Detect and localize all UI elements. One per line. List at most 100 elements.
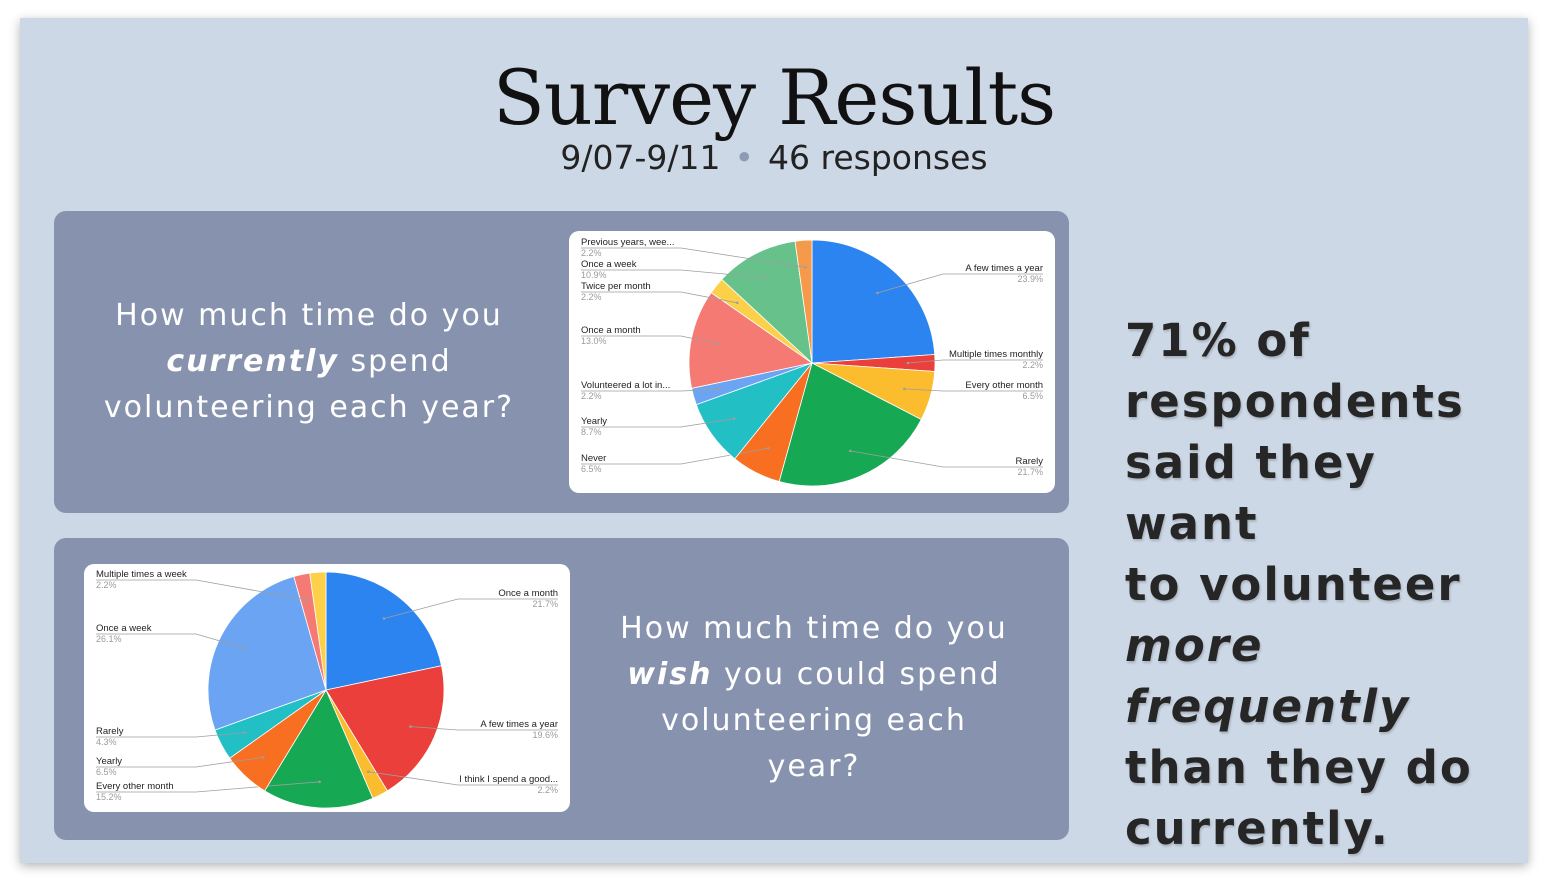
leader-dot xyxy=(718,387,721,391)
pie-slice xyxy=(264,689,374,809)
slice-label: Once a month xyxy=(498,588,558,599)
leader-line xyxy=(96,633,245,649)
pie-slice xyxy=(721,240,813,365)
question-current-line3: volunteering each year? xyxy=(103,390,515,425)
leader-line xyxy=(850,450,1043,468)
pie-slice xyxy=(794,239,813,364)
slice-label: Yearly xyxy=(96,756,122,767)
response-count: 46 responses xyxy=(768,138,988,177)
leader-dot xyxy=(906,361,910,365)
slice-percent: 23.9% xyxy=(1017,274,1043,284)
leader-dot xyxy=(261,756,265,759)
leader-line xyxy=(581,388,720,392)
bullet-separator: • xyxy=(734,138,755,177)
leader-dot xyxy=(732,417,736,420)
slice-percent: 2.2% xyxy=(537,785,558,795)
leader-dot xyxy=(903,387,906,391)
takeaway-line3: said they want xyxy=(1125,436,1377,550)
slice-label: Rarely xyxy=(96,726,124,737)
takeaway-line1: 71% of xyxy=(1125,314,1311,367)
question-wish: How much time do you wish you could spen… xyxy=(579,606,1049,790)
current-pie-chart-card: A few times a year 23.9% Multiple times mo… xyxy=(569,231,1055,493)
slice-label: Previous years, wee... xyxy=(581,237,674,248)
pie-slice xyxy=(811,239,936,364)
leader-dot xyxy=(766,447,770,450)
slice-percent: 6.5% xyxy=(96,767,117,777)
leader-line xyxy=(581,247,806,268)
question-current-emphasis: currently xyxy=(166,344,339,379)
question-wish-emphasis: wish xyxy=(627,657,713,692)
leader-dot xyxy=(876,291,879,295)
leader-dot xyxy=(318,780,321,784)
leader-line xyxy=(581,291,738,304)
slice-label: A few times a year xyxy=(965,263,1043,274)
slice-label: Once a month xyxy=(581,325,641,336)
slice-percent: 15.2% xyxy=(96,792,122,802)
slice-percent: 19.6% xyxy=(532,730,558,740)
slice-percent: 6.5% xyxy=(581,464,602,474)
leader-line xyxy=(581,418,734,428)
pie-slice xyxy=(325,571,442,691)
leader-line xyxy=(410,726,558,731)
wish-pie-chart-card: Once a month 21.7% A few times a year 19.6%… xyxy=(84,564,570,812)
date-range: 9/07-9/11 xyxy=(560,138,721,177)
slide-title: Survey Results xyxy=(492,53,1056,142)
leader-dot xyxy=(242,646,246,650)
slice-label: I think I spend a good... xyxy=(459,774,558,785)
pie-slice xyxy=(309,571,327,691)
slice-percent: 21.7% xyxy=(532,599,558,609)
leader-dot xyxy=(382,617,386,620)
leader-dot xyxy=(243,731,246,734)
question-wish-line1: How much time do you xyxy=(620,611,1008,646)
takeaway-line7: currently. xyxy=(1125,802,1390,855)
question-current-line2: currently spend xyxy=(74,339,544,385)
takeaway-emphasis: more frequently xyxy=(1125,619,1411,733)
slice-label: Never xyxy=(581,453,606,464)
slice-label: Twice per month xyxy=(581,281,651,292)
takeaway-line4: to volunteer xyxy=(1125,558,1462,611)
slice-percent: 13.0% xyxy=(581,336,607,346)
pie-slice xyxy=(325,665,445,792)
leader-line xyxy=(877,273,1043,294)
question-current-line2-rest: spend xyxy=(338,344,452,379)
slice-label: A few times a year xyxy=(480,719,558,730)
slice-label: Every other month xyxy=(96,781,174,792)
slice-percent: 2.2% xyxy=(96,580,117,590)
slice-label: Multiple times a week xyxy=(96,569,187,580)
leader-line xyxy=(96,579,308,601)
slice-percent: 21.7% xyxy=(1017,467,1043,477)
leader-line xyxy=(581,269,768,279)
pie-slice xyxy=(778,362,922,487)
slice-percent: 8.7% xyxy=(581,427,602,437)
slide-subtitle: 9/07-9/11 • 46 responses xyxy=(20,138,1528,177)
slice-percent: 10.9% xyxy=(581,270,607,280)
slice-label: Once a week xyxy=(96,623,152,634)
slice-label: Yearly xyxy=(581,416,607,427)
question-current: How much time do you currently spend vol… xyxy=(74,293,544,431)
slice-percent: 4.3% xyxy=(96,737,117,747)
leader-dot xyxy=(409,725,412,728)
slice-percent: 2.2% xyxy=(581,248,602,258)
slice-label: Rarely xyxy=(1016,456,1044,467)
leader-dot xyxy=(367,770,370,773)
leader-line xyxy=(581,335,719,345)
leader-dot xyxy=(849,449,852,453)
leader-line xyxy=(904,388,1043,392)
question-wish-line2: wish you could spend xyxy=(579,652,1049,698)
wish-volunteering-panel: Once a month 21.7% A few times a year 19.6%… xyxy=(54,538,1069,840)
slide: Survey Results 9/07-9/11 • 46 responses Ho… xyxy=(20,18,1528,863)
takeaway-line6: than they do xyxy=(1125,741,1473,794)
question-wish-line4: year? xyxy=(767,749,861,784)
takeaway-statement: 71% of respondents said they want to vol… xyxy=(1125,310,1520,859)
leader-dot xyxy=(305,598,309,602)
slice-label: Multiple times monthly xyxy=(949,349,1043,360)
pie-slice xyxy=(207,575,327,731)
slice-percent: 2.2% xyxy=(581,391,602,401)
takeaway-line2: respondents xyxy=(1125,375,1465,428)
current-volunteering-panel: How much time do you currently spend vol… xyxy=(54,211,1069,513)
leader-dot xyxy=(716,342,720,346)
leader-line xyxy=(96,781,320,793)
slice-percent: 26.1% xyxy=(96,634,122,644)
